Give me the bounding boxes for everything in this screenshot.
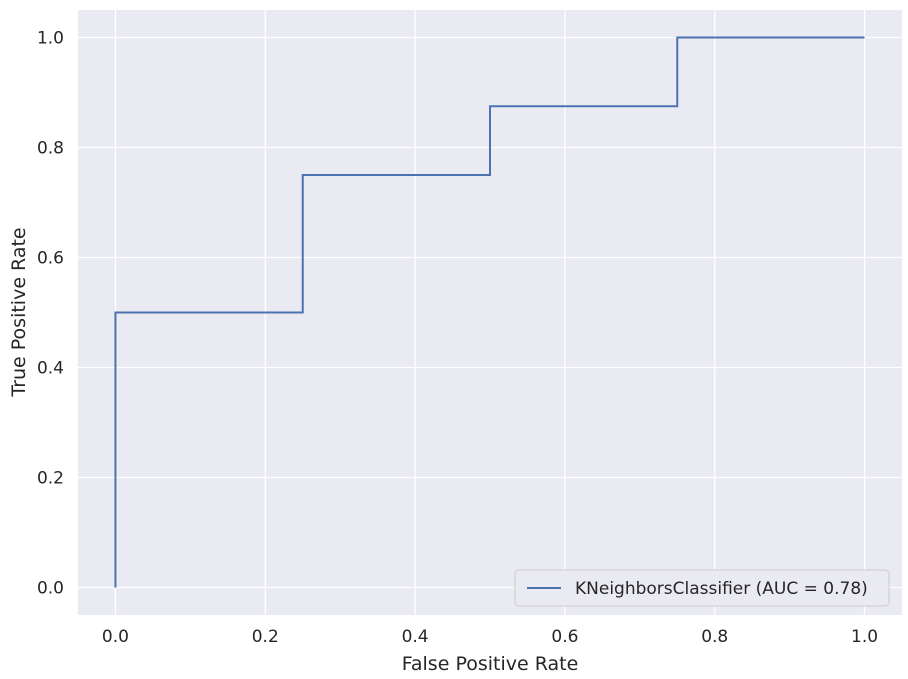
x-tick-label: 0.4 bbox=[402, 627, 429, 647]
legend-label: KNeighborsClassifier (AUC = 0.78) bbox=[575, 579, 868, 599]
x-tick-label: 0.2 bbox=[252, 627, 279, 647]
y-tick-label: 1.0 bbox=[37, 29, 64, 49]
roc-curve-line bbox=[114, 36, 865, 588]
legend: KNeighborsClassifier (AUC = 0.78) bbox=[514, 569, 890, 607]
y-tick-labels: 0.0 0.2 0.4 0.6 0.8 1.0 bbox=[37, 29, 64, 599]
legend-box bbox=[514, 569, 890, 607]
y-tick-label: 0.2 bbox=[37, 469, 64, 489]
x-tick-label: 0.8 bbox=[701, 627, 728, 647]
x-tick-label: 1.0 bbox=[851, 627, 878, 647]
y-tick-label: 0.0 bbox=[37, 579, 64, 599]
y-tick-label: 0.4 bbox=[37, 359, 64, 379]
y-tick-label: 0.6 bbox=[37, 249, 64, 269]
y-axis-title: True Positive Rate bbox=[8, 227, 30, 397]
x-tick-label: 0.0 bbox=[102, 627, 129, 647]
x-tick-labels: 0.0 0.2 0.4 0.6 0.8 1.0 bbox=[102, 627, 878, 647]
series-layer bbox=[114, 36, 865, 588]
x-axis-title: False Positive Rate bbox=[402, 653, 579, 675]
x-tick-label: 0.6 bbox=[551, 627, 578, 647]
y-tick-label: 0.8 bbox=[37, 139, 64, 159]
